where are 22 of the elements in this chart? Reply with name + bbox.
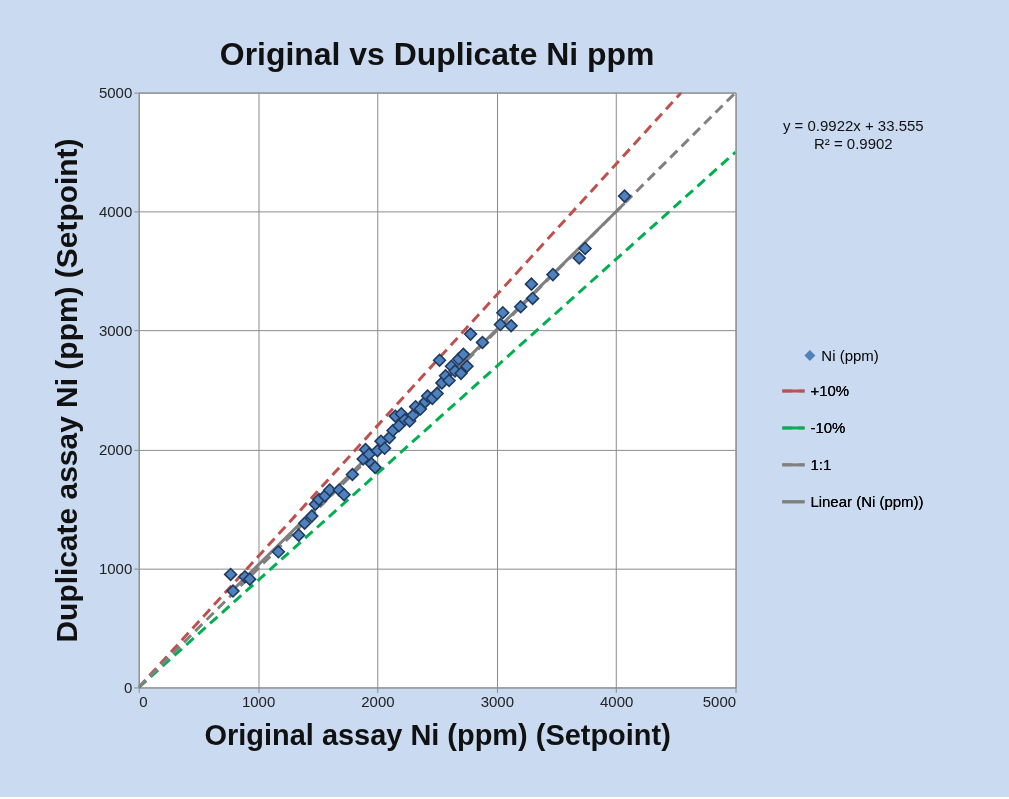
x-axis-title: Original assay Ni (ppm) (Setpoint): [204, 718, 671, 751]
y-tick-label: 1000: [98, 559, 133, 577]
y-tick-label: 4000: [98, 203, 133, 221]
y-axis-title: Duplicate assay Ni (ppm) (Setpoint): [49, 138, 83, 643]
y-tick-label: 3000: [98, 322, 133, 340]
x-tick-label: 2000: [361, 692, 395, 710]
x-tick-label: 5000: [702, 692, 737, 710]
x-tick-label: 3000: [480, 692, 514, 710]
x-tick-label: 4000: [600, 692, 634, 710]
x-tick-label: 1000: [241, 692, 276, 710]
text: y = 0.9922x + 33.555: [782, 116, 924, 134]
text: R² = 0.9902: [813, 135, 893, 153]
legend-label: 1:1: [810, 455, 832, 473]
y-tick-label: 5000: [98, 84, 133, 102]
y-tick-label: 0: [123, 678, 133, 696]
y-tick-label: 2000: [98, 440, 133, 458]
legend-label: Linear (Ni (ppm)): [810, 492, 924, 510]
x-tick-label: 0: [139, 692, 148, 710]
legend-label: -10%: [810, 418, 846, 436]
chart-title: Original vs Duplicate Ni ppm: [219, 35, 655, 72]
legend-label: Ni (ppm): [821, 346, 879, 364]
legend-label: +10%: [810, 382, 850, 399]
